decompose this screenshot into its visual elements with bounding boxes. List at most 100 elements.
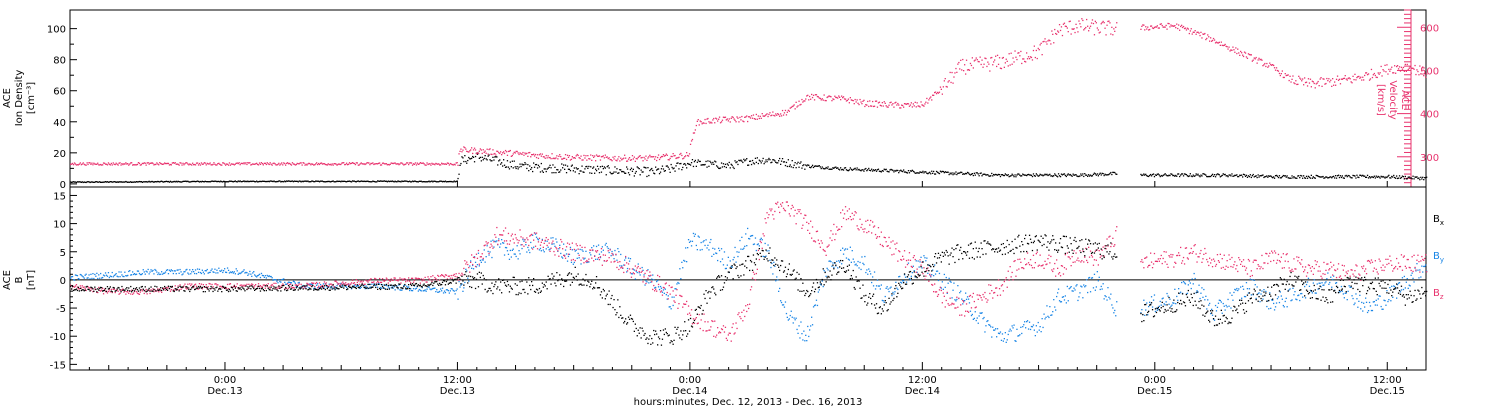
data-point — [482, 257, 484, 260]
data-point — [602, 168, 604, 170]
data-point — [708, 165, 710, 167]
data-point — [353, 284, 356, 286]
data-point — [1426, 73, 1428, 75]
data-point — [1091, 175, 1094, 177]
data-point — [873, 105, 876, 107]
data-point — [1230, 175, 1232, 177]
data-point — [1051, 30, 1053, 32]
data-point — [460, 284, 462, 286]
data-point — [1029, 174, 1032, 176]
data-point — [672, 290, 674, 292]
data-point — [1220, 301, 1222, 303]
data-point — [225, 287, 227, 290]
data-point — [769, 159, 771, 161]
data-point — [100, 181, 102, 183]
data-point — [99, 181, 101, 183]
data-point — [1047, 315, 1049, 317]
data-point — [242, 163, 244, 165]
data-point — [427, 163, 429, 166]
data-point — [879, 288, 881, 290]
data-point — [275, 282, 277, 284]
data-point — [1231, 294, 1233, 296]
data-point — [261, 286, 264, 288]
data-point — [363, 163, 365, 165]
data-point — [705, 160, 707, 163]
data-point — [1003, 174, 1005, 177]
data-point — [572, 258, 574, 261]
data-point — [544, 239, 546, 241]
data-point — [503, 230, 505, 232]
data-point — [254, 181, 256, 183]
data-point — [459, 279, 461, 281]
data-point — [97, 277, 99, 280]
data-point — [393, 277, 395, 279]
data-point — [204, 286, 206, 288]
data-point — [562, 257, 564, 259]
data-point — [845, 100, 848, 102]
data-point — [887, 106, 889, 108]
data-point — [793, 164, 795, 166]
data-point — [289, 282, 292, 284]
data-point — [371, 281, 373, 283]
data-point — [1177, 27, 1179, 30]
data-point — [780, 160, 783, 162]
data-point — [331, 163, 333, 165]
data-point — [1343, 177, 1345, 179]
data-point — [718, 167, 721, 170]
data-point — [442, 180, 445, 183]
data-point — [581, 246, 583, 248]
data-point — [839, 169, 841, 171]
data-point — [780, 205, 783, 207]
data-point — [473, 257, 476, 259]
data-point — [1090, 175, 1093, 177]
data-point — [721, 328, 724, 331]
data-point — [291, 287, 294, 289]
data-point — [1010, 175, 1012, 177]
data-point — [253, 163, 255, 165]
data-point — [174, 162, 176, 164]
data-point — [950, 81, 952, 84]
data-point — [790, 310, 792, 312]
data-point — [384, 163, 387, 165]
data-point — [237, 288, 239, 290]
data-point — [1422, 176, 1424, 178]
data-point — [428, 278, 430, 280]
data-point — [977, 60, 979, 63]
data-point — [814, 94, 817, 96]
data-point — [507, 150, 510, 153]
data-point — [188, 273, 190, 275]
data-point — [1064, 295, 1066, 297]
data-point — [359, 281, 361, 283]
data-point — [1270, 307, 1272, 309]
data-point — [1195, 173, 1197, 175]
data-point — [134, 164, 137, 166]
data-point — [203, 162, 205, 164]
data-point — [1318, 282, 1320, 284]
data-point — [269, 180, 271, 182]
data-point — [946, 86, 948, 88]
data-point — [835, 96, 837, 99]
data-point — [858, 267, 860, 269]
data-point — [1241, 297, 1243, 299]
data-point — [919, 106, 921, 108]
data-point — [163, 272, 165, 274]
data-point — [601, 165, 603, 167]
data-point — [963, 173, 965, 175]
data-point — [643, 166, 645, 168]
data-point — [206, 268, 208, 271]
data-point — [1284, 300, 1286, 303]
data-point — [1034, 56, 1036, 59]
data-point — [1227, 176, 1229, 178]
data-point — [407, 162, 409, 164]
data-point — [1035, 325, 1037, 327]
data-point — [1329, 281, 1331, 284]
data-point — [315, 180, 317, 182]
data-point — [311, 180, 313, 182]
data-point — [1311, 177, 1313, 179]
data-point — [1235, 289, 1237, 291]
data-point — [568, 155, 571, 157]
data-point — [1100, 174, 1102, 176]
data-point — [653, 156, 655, 158]
data-point — [539, 244, 542, 246]
data-point — [74, 163, 77, 165]
